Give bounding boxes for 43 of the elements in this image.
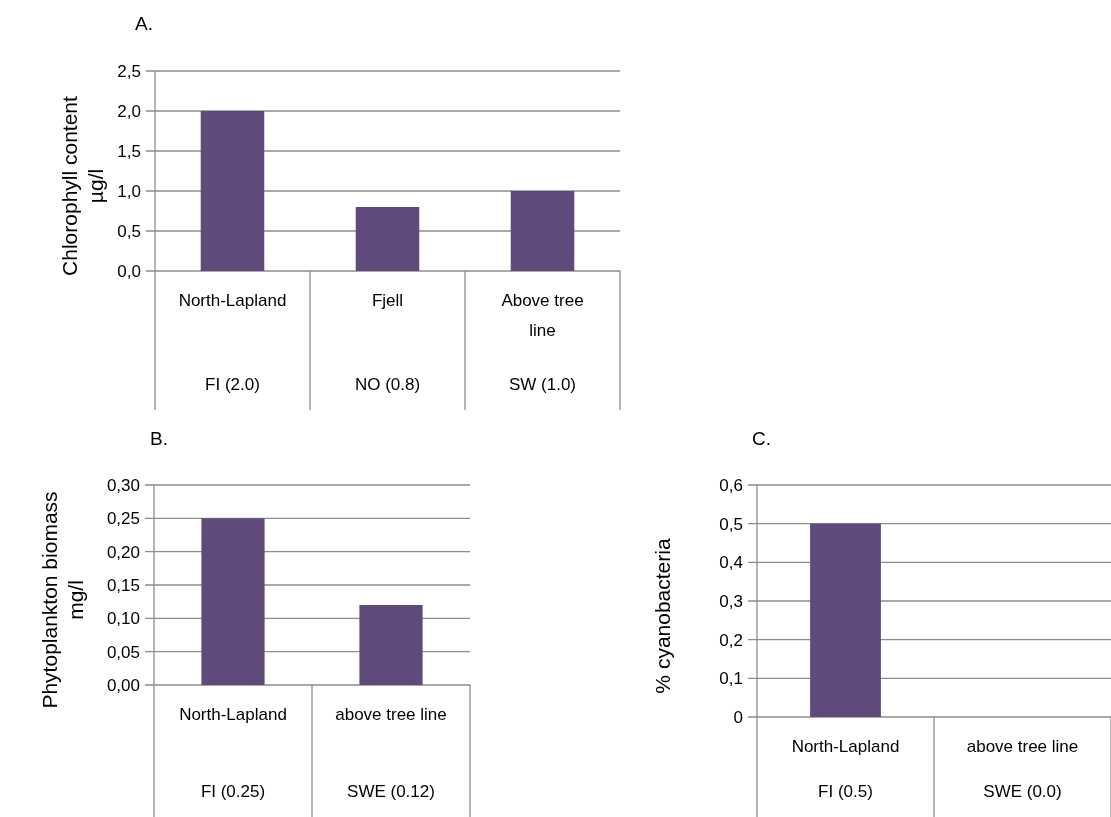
bar (355, 207, 420, 271)
y-tick-label: 0,4 (719, 553, 743, 573)
y-tick-label: 0,20 (106, 542, 140, 562)
y-tick-label: 2,0 (117, 101, 141, 121)
chart-title: A. (135, 13, 153, 34)
y-tick-label: 0,0 (117, 261, 141, 281)
x-tick-label: Above tree line (501, 291, 584, 340)
x-tick-label: Fjell (371, 291, 404, 310)
text: NO (0.8) (354, 375, 421, 394)
y-tick-label: 0,3 (719, 591, 743, 611)
x-tick-label: above tree line (966, 737, 1079, 756)
y-axis-title: Chlorophyll content µg/l (58, 95, 107, 276)
x-tick-label: above tree line (335, 705, 447, 724)
y-tick-label: 0,10 (106, 609, 140, 629)
y-tick-label: 0,05 (106, 642, 140, 662)
y-tick-label: 0,6 (719, 475, 743, 495)
y-tick-label: 0,30 (106, 475, 140, 495)
bar (510, 191, 575, 271)
y-tick-label: 0,15 (106, 575, 140, 595)
y-tick-label: 0,1 (719, 669, 743, 689)
y-tick-label: 1,5 (117, 141, 141, 161)
bar (200, 111, 265, 271)
y-tick-label: 0,2 (719, 630, 743, 650)
y-tick-label: 2,5 (117, 61, 141, 81)
y-tick-label: 0 (733, 707, 743, 727)
y-axis-title: % cyanobacteria (651, 538, 674, 694)
y-tick-label: 0,00 (106, 675, 140, 695)
y-tick-label: 1,0 (117, 181, 141, 201)
x-tick-label: North-Lapland (179, 705, 287, 724)
y-axis-title: Phytoplankton biomass mg/l (38, 491, 87, 709)
y-tick-label: 0,5 (719, 514, 743, 534)
chart-title: C. (752, 428, 771, 449)
text: SWE (0.12) (347, 782, 435, 801)
x-tick-label: North-Lapland (178, 291, 287, 310)
chart-title: B. (150, 428, 168, 449)
text: SWE (0.0) (983, 782, 1062, 801)
y-tick-label: 0,25 (106, 509, 140, 529)
y-tick-label: 0,5 (117, 221, 141, 241)
text: FI (2.0) (205, 375, 260, 394)
text: FI (0.5) (818, 782, 873, 801)
x-tick-label: North-Lapland (791, 737, 900, 756)
text: SW (1.0) (508, 375, 577, 394)
text: FI (0.25) (200, 782, 266, 801)
